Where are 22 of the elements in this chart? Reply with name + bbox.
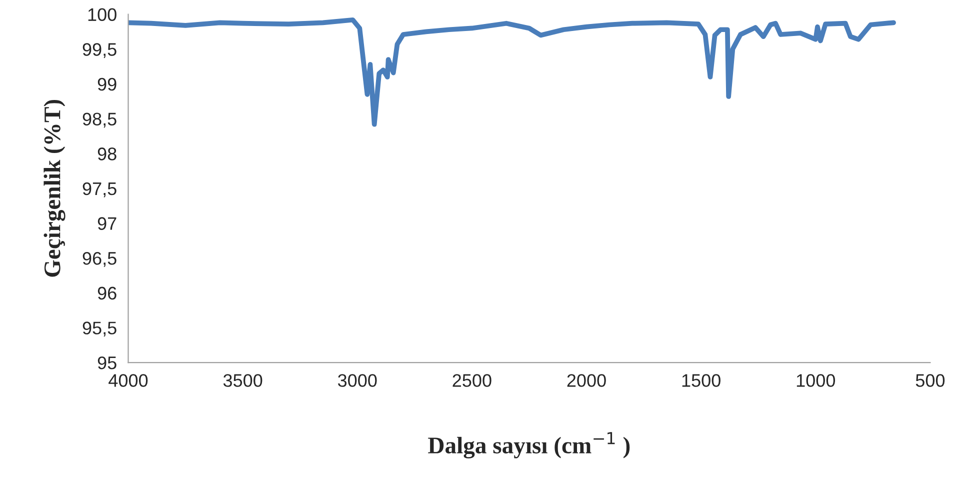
x-tick-label: 4000 bbox=[108, 374, 148, 387]
x-tick-label: 3000 bbox=[338, 374, 377, 387]
x-tick-label: 2000 bbox=[567, 374, 606, 387]
y-tick-label: 95,5 bbox=[82, 322, 116, 337]
y-tick-label: 99 bbox=[98, 78, 116, 91]
y-tick-label: 96 bbox=[98, 286, 116, 300]
x-tick-label: 500 bbox=[916, 374, 945, 387]
y-tick-label: 95 bbox=[98, 356, 116, 370]
x-tick-label: 1500 bbox=[682, 374, 720, 387]
y-tick-label: 98 bbox=[98, 148, 116, 160]
y-tick-label: 99,5 bbox=[82, 43, 116, 58]
y-axis-title: Geçirgenlik (%T) bbox=[44, 100, 66, 277]
y-tick-label: 97 bbox=[98, 217, 116, 230]
y-tick-label: 100 bbox=[88, 8, 116, 22]
y-tick-label: 96,5 bbox=[82, 252, 116, 267]
line-series bbox=[128, 17, 896, 127]
x-tick-label: 2500 bbox=[452, 374, 492, 387]
y-tick-label: 98,5 bbox=[82, 112, 116, 128]
x-tick-label: 3500 bbox=[223, 374, 262, 387]
x-tick-label: 1000 bbox=[796, 374, 836, 387]
y-tick-label: 97,5 bbox=[82, 182, 116, 198]
x-axis-title: Dalga sayısı (cm$^{−1}$ ) bbox=[428, 432, 630, 458]
